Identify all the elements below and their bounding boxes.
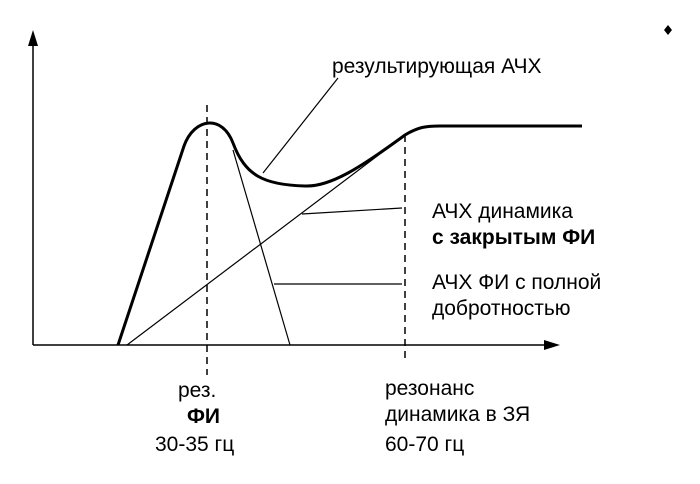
label-port-res-freq: 30-35 гц: [155, 433, 235, 456]
label-driver-res-line2: динамика в ЗЯ: [385, 403, 531, 426]
leader-driver-closed: [301, 207, 403, 215]
label-driver-res-freq: 60-70 гц: [385, 433, 465, 456]
label-resulting-response: результирующая АЧХ: [332, 55, 542, 78]
y-axis-arrow: [28, 30, 38, 46]
resulting-response-curve: [116, 121, 582, 346]
x-axis-arrow: [544, 340, 560, 350]
label-driver-closed-line1: АЧХ динамика: [432, 200, 573, 223]
corner-dot: [664, 25, 672, 35]
label-driver-res-line1: резонанс: [385, 377, 475, 400]
label-port-res-line2: ФИ: [187, 405, 221, 428]
driver-closed-box-curve: [126, 134, 406, 346]
label-driver-closed-line2: с закрытым ФИ: [432, 226, 596, 249]
label-port-full-q-line1: АЧХ ФИ с полной: [432, 271, 602, 294]
port-full-q-curve: [232, 149, 291, 346]
label-port-full-q-line2: добротностью: [432, 297, 571, 320]
leader-resulting: [262, 77, 339, 174]
label-port-res-line1: рез.: [178, 379, 217, 402]
